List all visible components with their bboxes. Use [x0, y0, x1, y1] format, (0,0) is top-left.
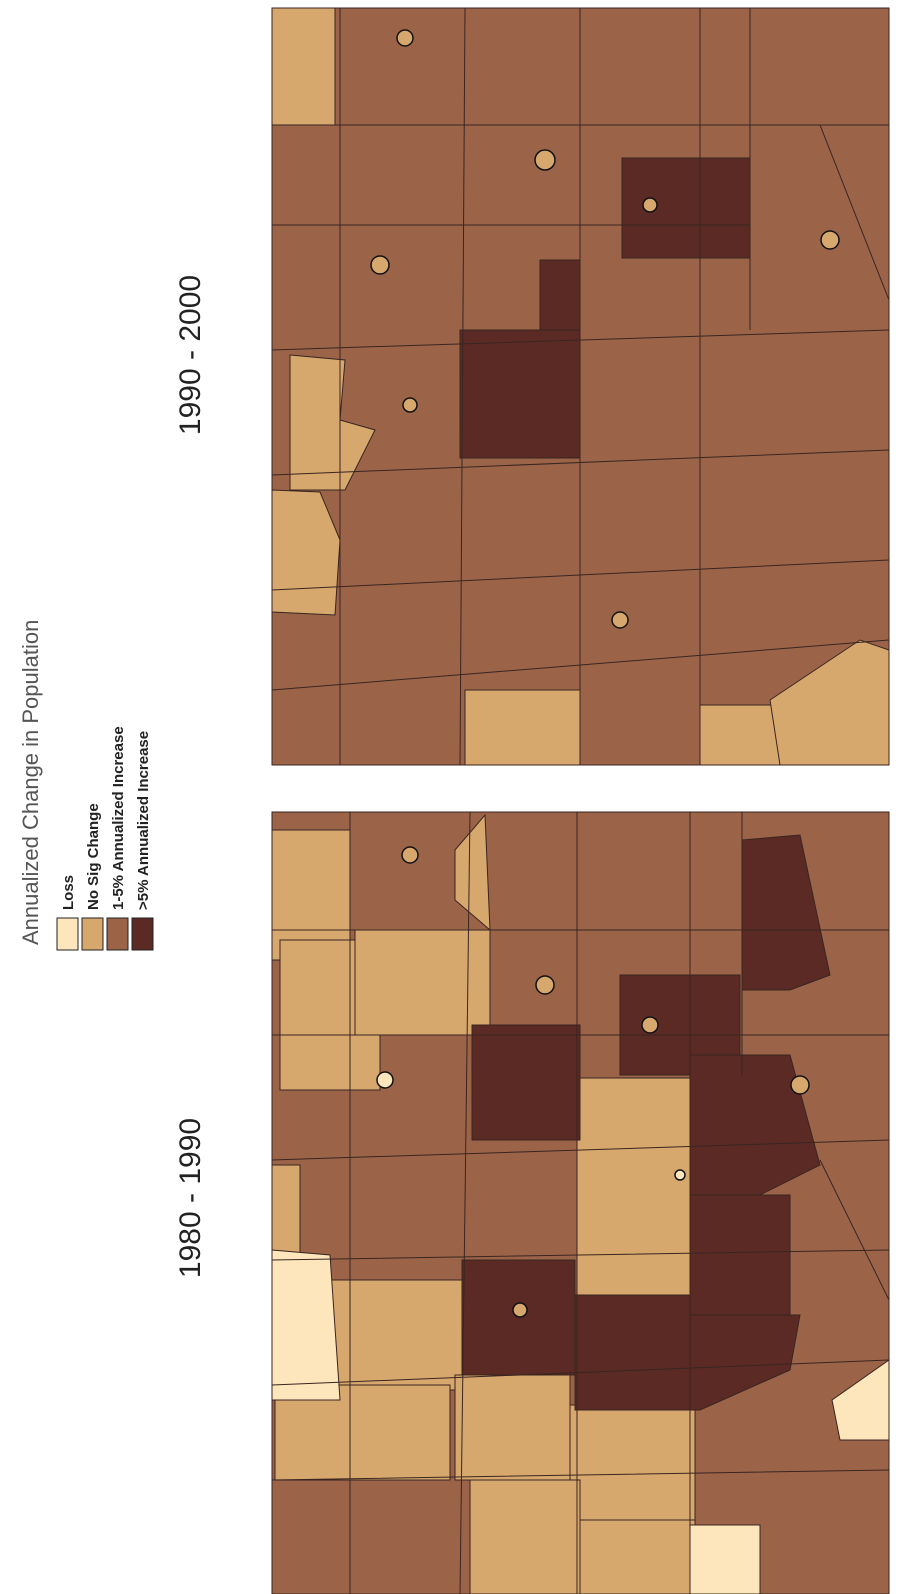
region: [465, 690, 580, 765]
map-1990-2000: [272, 8, 889, 765]
legend-label: Loss: [60, 875, 77, 910]
region: [690, 1195, 790, 1315]
town: [371, 256, 389, 274]
legend-swatch: [82, 918, 103, 950]
town: [397, 30, 413, 46]
legend-title: Annualized Change in Population: [18, 620, 43, 945]
region: [272, 1250, 340, 1400]
region: [540, 260, 580, 330]
town: [535, 150, 555, 170]
region: [690, 1525, 760, 1594]
legend-swatch: [57, 918, 78, 950]
town: [791, 1076, 809, 1094]
region: [577, 1078, 690, 1295]
map-page: Annualized Change in Population Loss No S…: [0, 0, 904, 1594]
town: [536, 976, 554, 994]
map-1980-1990: [272, 812, 889, 1594]
town: [612, 612, 628, 628]
town: [675, 1170, 685, 1180]
legend-label: No Sig Change: [85, 803, 102, 910]
region: [622, 158, 750, 258]
legend: Loss No Sig Change 1-5% Annualized Increas…: [57, 726, 153, 950]
region: [575, 1295, 690, 1410]
region: [472, 1025, 580, 1140]
town: [821, 231, 839, 249]
town: [513, 1303, 527, 1317]
panel-title: 1990 - 2000: [174, 275, 207, 435]
region: [272, 8, 335, 125]
region: [455, 1375, 570, 1480]
town: [402, 847, 418, 863]
legend-label: >5% Annualized Increase: [135, 731, 152, 910]
region: [460, 330, 580, 458]
region: [700, 705, 780, 765]
region: [570, 1405, 695, 1520]
town: [642, 1017, 658, 1033]
legend-swatch: [132, 918, 153, 950]
town: [643, 198, 657, 212]
region: [355, 930, 490, 1035]
town: [403, 398, 417, 412]
legend-label: 1-5% Annualized Increase: [110, 726, 127, 910]
region: [470, 1480, 580, 1594]
town: [377, 1072, 393, 1088]
panel-title: 1980 - 1990: [174, 1118, 207, 1278]
region: [580, 1520, 695, 1594]
legend-swatch: [107, 918, 128, 950]
